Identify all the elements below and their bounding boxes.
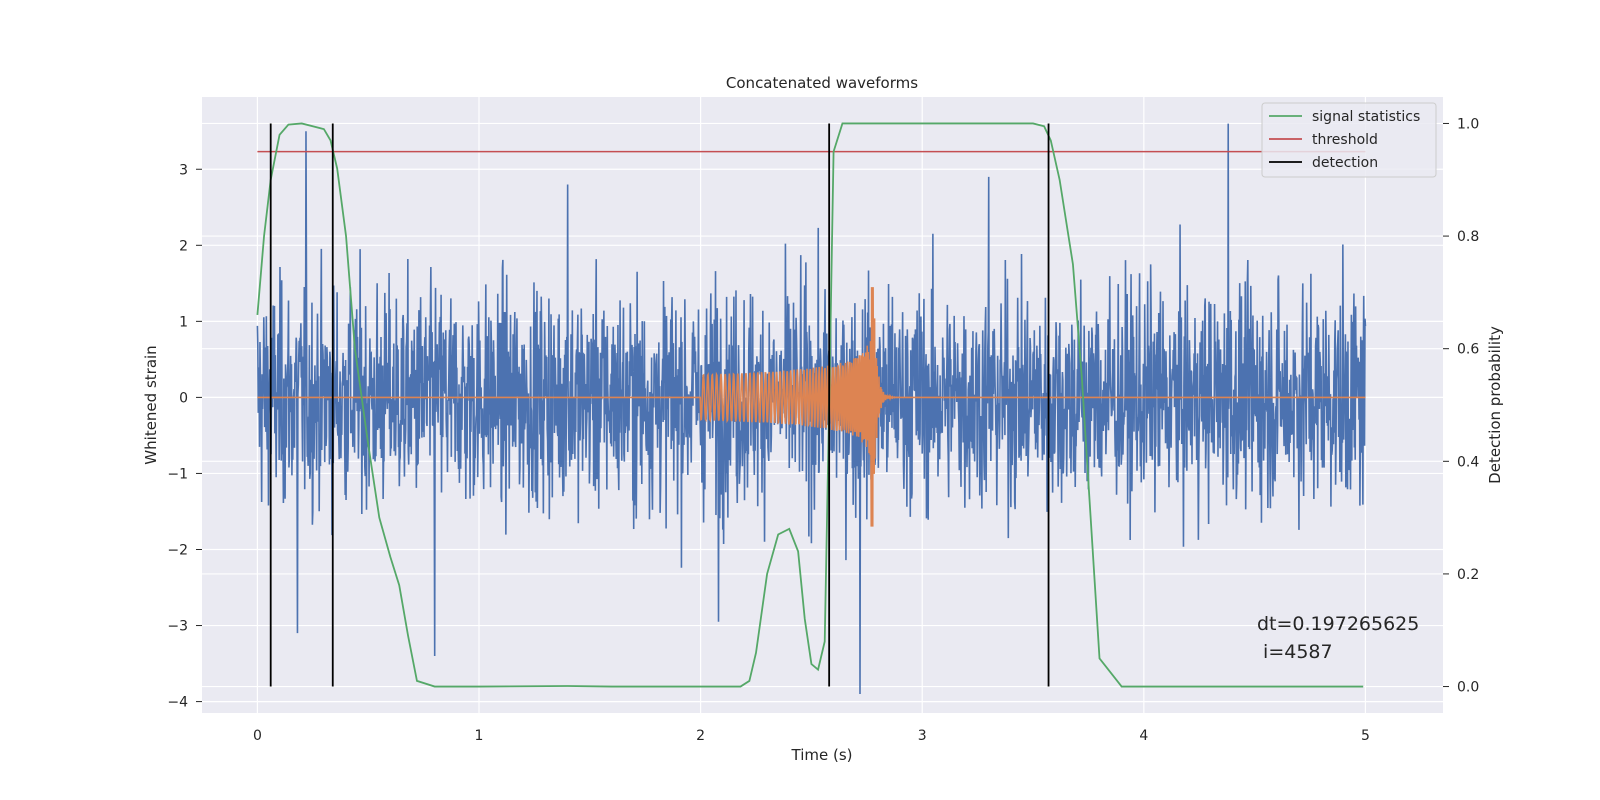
y2-tick-label: 0.2	[1457, 567, 1479, 583]
y-tick-label: 1	[179, 314, 188, 330]
x-tick-label: 5	[1361, 728, 1370, 744]
y-tick-label: 3	[179, 162, 188, 178]
y2-tick-label: 1.0	[1457, 116, 1479, 132]
y2-tick-label: 0.6	[1457, 342, 1479, 358]
y2-tick-label: 0.0	[1457, 680, 1479, 696]
signal-statistics-line	[256, 122, 1364, 688]
legend-label-detection: detection	[1312, 155, 1378, 171]
x-tick-label: 1	[475, 728, 484, 744]
chart-title: Concatenated waveforms	[726, 74, 918, 92]
x-axis-label: Time (s)	[791, 746, 853, 764]
y-tick-label: −1	[167, 466, 188, 482]
y-tick-label: −3	[167, 619, 188, 635]
y-tick-label: 2	[179, 238, 188, 254]
y-tick-label: 0	[179, 390, 188, 406]
x-axis-ticks: 0 1 2 3 4 5	[253, 728, 1370, 744]
y2-tick-label: 0.4	[1457, 454, 1479, 470]
detection-lines	[269, 123, 1050, 687]
y2-axis-label: Detection probability	[1486, 326, 1504, 484]
x-tick-label: 3	[918, 728, 927, 744]
annotation-dt: dt=0.197265625	[1257, 613, 1419, 635]
legend-box	[1261, 102, 1437, 178]
y-axis-ticks: −4 −3 −2 −1 0 1 2 3	[167, 162, 202, 711]
x-tick-label: 0	[253, 728, 262, 744]
legend-label-signal-statistics: signal statistics	[1312, 109, 1420, 125]
annotation-index: i=4587	[1257, 641, 1333, 663]
x-tick-label: 2	[696, 728, 705, 744]
legend-label-threshold: threshold	[1312, 132, 1378, 148]
x-tick-label: 4	[1139, 728, 1148, 744]
y2-tick-label: 0.8	[1457, 229, 1479, 245]
y-axis-label: Whitened strain	[142, 345, 160, 464]
y-tick-label: −2	[167, 542, 188, 558]
y-tick-label: −4	[167, 695, 188, 711]
strain-series-line	[256, 123, 1367, 694]
legend: signal statistics threshold detection	[1261, 102, 1437, 178]
injection-series-line	[257, 287, 1366, 527]
y2-axis-ticks: 0.0 0.2 0.4 0.6 0.8 1.0	[1443, 116, 1479, 696]
